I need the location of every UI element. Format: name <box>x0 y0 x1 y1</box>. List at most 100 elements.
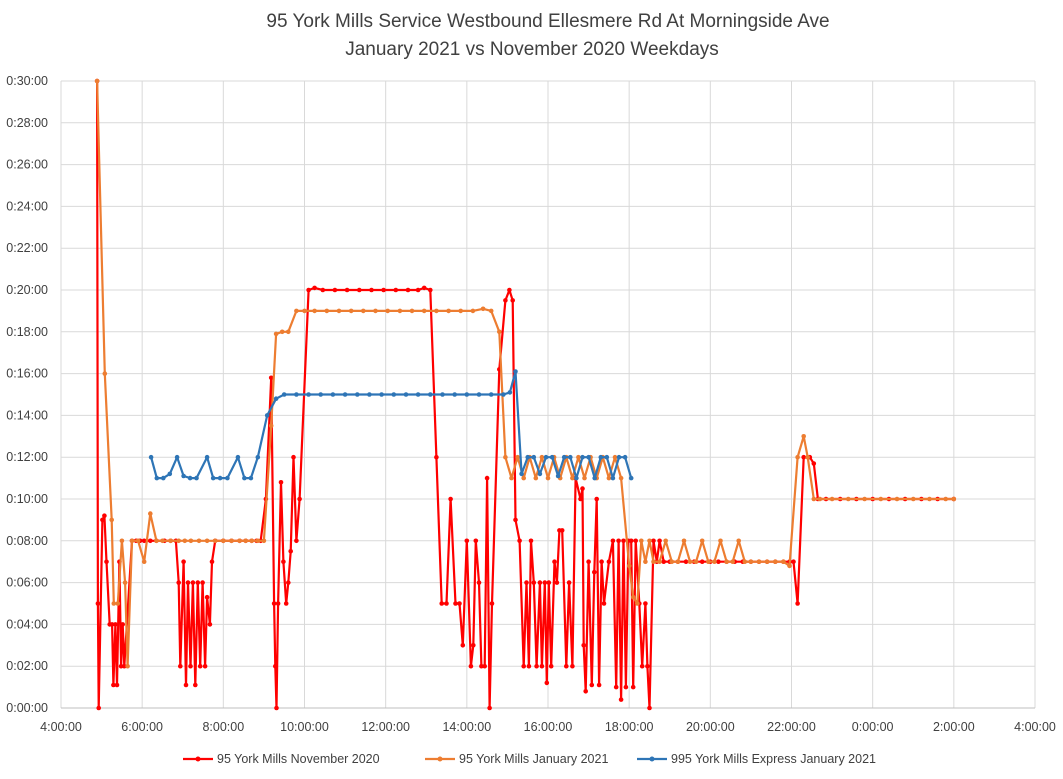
data-point <box>647 538 652 544</box>
data-point <box>176 580 181 585</box>
data-point <box>618 475 624 481</box>
data-point <box>200 580 205 585</box>
data-point <box>736 538 741 544</box>
data-point <box>444 601 449 606</box>
data-point <box>464 538 470 544</box>
data-point <box>549 454 555 460</box>
data-point <box>594 496 599 502</box>
data-point <box>113 622 118 627</box>
legend-item-2: 95 York Mills January 2021 <box>425 752 608 766</box>
data-point <box>555 473 561 479</box>
data-point <box>598 454 604 460</box>
legend-marker <box>195 756 201 762</box>
data-point <box>570 663 575 669</box>
data-point <box>95 601 101 606</box>
data-point <box>446 308 451 314</box>
data-point <box>612 454 618 460</box>
data-point <box>204 594 210 600</box>
data-point <box>592 569 597 575</box>
data-point <box>273 396 279 402</box>
x-tick-label: 8:00:00 <box>202 720 244 734</box>
data-point <box>275 601 281 606</box>
data-point <box>318 392 324 397</box>
data-point <box>281 392 287 397</box>
data-point <box>622 454 628 460</box>
data-point <box>663 538 668 544</box>
data-point <box>647 705 652 711</box>
data-point <box>330 392 336 397</box>
data-point <box>706 559 711 564</box>
data-point <box>197 663 203 669</box>
data-point <box>639 538 644 544</box>
data-point <box>592 475 597 481</box>
data-point <box>196 538 202 544</box>
data-point <box>554 580 560 585</box>
data-point <box>405 287 411 293</box>
data-point <box>927 496 932 502</box>
data-point <box>397 308 403 314</box>
data-point <box>621 538 626 544</box>
data-point <box>559 528 565 533</box>
data-point <box>448 496 453 502</box>
data-point <box>294 392 299 397</box>
data-point <box>618 697 624 702</box>
data-point <box>109 622 115 627</box>
data-point <box>268 423 274 429</box>
data-point <box>210 475 216 481</box>
y-tick-label: 0:00:00 <box>6 701 48 715</box>
y-tick-label: 0:12:00 <box>6 450 48 464</box>
y-tick-label: 0:18:00 <box>6 325 48 339</box>
data-point <box>294 538 299 544</box>
data-point <box>440 392 445 397</box>
data-point <box>202 663 208 669</box>
data-point <box>545 475 551 481</box>
data-point <box>160 538 165 544</box>
data-point <box>96 705 101 711</box>
data-point <box>537 580 543 585</box>
data-point <box>616 454 622 460</box>
data-point <box>294 308 299 314</box>
data-point <box>148 454 154 460</box>
x-tick-label: 12:00:00 <box>361 720 410 734</box>
data-point <box>526 663 532 669</box>
y-tick-label: 0:20:00 <box>6 283 48 297</box>
data-point <box>580 486 585 491</box>
data-point <box>539 454 545 460</box>
data-point <box>188 538 194 544</box>
data-point <box>237 538 242 544</box>
data-point <box>344 287 350 293</box>
data-point <box>154 538 159 544</box>
data-point <box>718 538 723 544</box>
data-point <box>102 371 108 376</box>
data-point <box>181 559 186 564</box>
data-point <box>525 454 530 460</box>
data-point <box>190 580 196 585</box>
data-point <box>643 601 648 606</box>
data-point <box>255 538 261 544</box>
data-point <box>415 287 421 293</box>
data-point <box>369 287 374 293</box>
data-point <box>434 454 439 460</box>
data-point <box>288 549 294 554</box>
data-point <box>613 684 619 690</box>
data-point <box>552 559 557 564</box>
data-point <box>503 298 508 303</box>
data-point <box>687 559 693 564</box>
data-point <box>94 78 100 84</box>
data-point <box>817 496 823 502</box>
data-point <box>716 559 721 564</box>
data-point <box>471 643 476 648</box>
x-tick-label: 0:00:00 <box>852 720 894 734</box>
data-point <box>174 454 180 460</box>
data-point <box>484 475 490 481</box>
data-point <box>566 580 572 585</box>
y-tick-label: 0:14:00 <box>6 408 48 422</box>
data-point <box>497 329 502 335</box>
data-point <box>683 559 689 564</box>
data-point <box>712 559 717 564</box>
data-point <box>531 580 537 585</box>
data-point <box>114 682 120 688</box>
data-point <box>544 680 550 686</box>
data-point <box>503 454 508 460</box>
data-point <box>355 392 360 397</box>
